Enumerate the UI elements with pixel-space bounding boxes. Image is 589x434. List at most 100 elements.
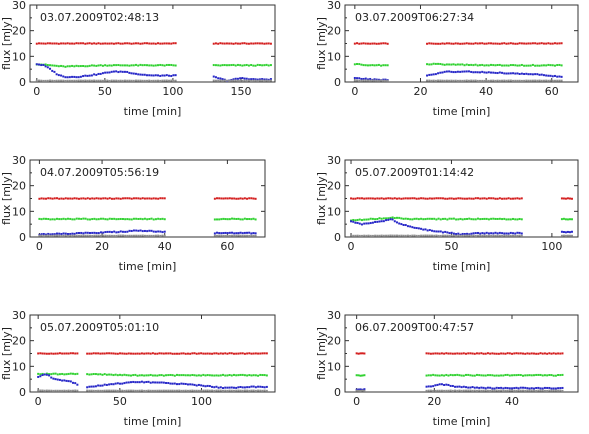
data-point <box>534 64 537 67</box>
data-point <box>560 234 563 237</box>
data-point <box>58 389 61 392</box>
data-point <box>526 389 529 392</box>
data-point <box>474 232 477 235</box>
data-point <box>387 217 390 220</box>
data-point <box>117 234 120 237</box>
data-point <box>132 79 135 82</box>
data-point <box>524 352 527 355</box>
data-point <box>470 197 473 200</box>
data-point <box>123 373 126 376</box>
data-point <box>212 42 215 45</box>
data-point <box>186 383 189 386</box>
data-point <box>267 42 270 45</box>
data-point <box>219 42 222 45</box>
data-point <box>457 234 460 237</box>
data-point <box>541 374 544 377</box>
data-point <box>478 42 481 45</box>
x-tick-label: 60 <box>545 85 559 98</box>
data-point <box>143 79 146 82</box>
data-point <box>432 62 435 65</box>
data-point <box>45 389 48 392</box>
data-point <box>428 63 431 66</box>
data-point <box>42 217 45 220</box>
data-point <box>481 63 484 66</box>
data-point <box>121 389 124 392</box>
data-point <box>202 352 205 355</box>
data-point <box>151 374 154 377</box>
data-point <box>80 234 83 237</box>
data-point <box>358 77 361 80</box>
data-point <box>102 231 105 234</box>
data-point <box>148 74 151 77</box>
data-point <box>157 217 160 220</box>
data-point <box>537 373 540 376</box>
data-point <box>404 197 407 200</box>
data-point <box>105 389 108 392</box>
data-point <box>197 352 200 355</box>
data-point <box>134 42 137 45</box>
data-point <box>540 42 543 45</box>
data-point <box>380 79 383 82</box>
data-point <box>469 389 472 392</box>
data-point <box>557 374 560 376</box>
data-point <box>149 373 152 376</box>
data-point <box>254 374 257 377</box>
data-point <box>64 42 67 45</box>
data-point <box>151 381 154 384</box>
data-point <box>224 231 227 234</box>
data-point <box>422 218 425 221</box>
data-point <box>551 42 554 45</box>
data-point <box>220 234 223 237</box>
data-point <box>228 386 231 389</box>
data-point <box>448 42 451 45</box>
data-point <box>443 389 446 392</box>
data-point <box>103 389 106 392</box>
data-point <box>173 382 176 385</box>
data-point <box>467 42 470 45</box>
data-point <box>222 389 225 392</box>
data-point <box>455 218 458 221</box>
data-point <box>55 79 58 82</box>
data-point <box>79 65 82 68</box>
data-point <box>161 42 164 45</box>
data-point <box>520 232 523 235</box>
data-point <box>467 352 470 355</box>
data-point <box>202 373 205 376</box>
data-point <box>110 70 113 73</box>
data-point <box>514 72 517 75</box>
data-point <box>495 389 498 392</box>
data-point <box>409 234 412 237</box>
data-point <box>449 384 452 387</box>
data-point <box>560 75 563 78</box>
data-point <box>434 352 437 355</box>
data-point <box>86 373 89 376</box>
data-point <box>440 374 443 377</box>
data-point <box>86 231 89 234</box>
data-point <box>384 64 387 67</box>
data-point <box>252 78 255 81</box>
data-point <box>232 389 235 392</box>
data-point <box>54 389 57 392</box>
data-point <box>234 42 237 45</box>
data-point <box>518 73 521 75</box>
data-point <box>42 79 45 82</box>
data-point <box>476 79 479 82</box>
data-point <box>478 386 481 389</box>
x-axis-label: time [min] <box>433 415 491 428</box>
data-point <box>438 374 441 377</box>
data-point <box>570 230 573 233</box>
data-point <box>459 197 462 200</box>
data-point <box>114 389 117 392</box>
data-point <box>494 231 497 234</box>
data-point <box>507 197 510 200</box>
data-point <box>53 42 56 45</box>
data-point <box>138 374 141 377</box>
data-point <box>519 352 522 355</box>
data-point <box>525 64 528 67</box>
data-point <box>57 79 60 82</box>
y-tick-label: 30 <box>327 154 341 167</box>
data-point <box>514 232 517 235</box>
data-point <box>64 232 67 235</box>
data-point <box>165 79 168 82</box>
